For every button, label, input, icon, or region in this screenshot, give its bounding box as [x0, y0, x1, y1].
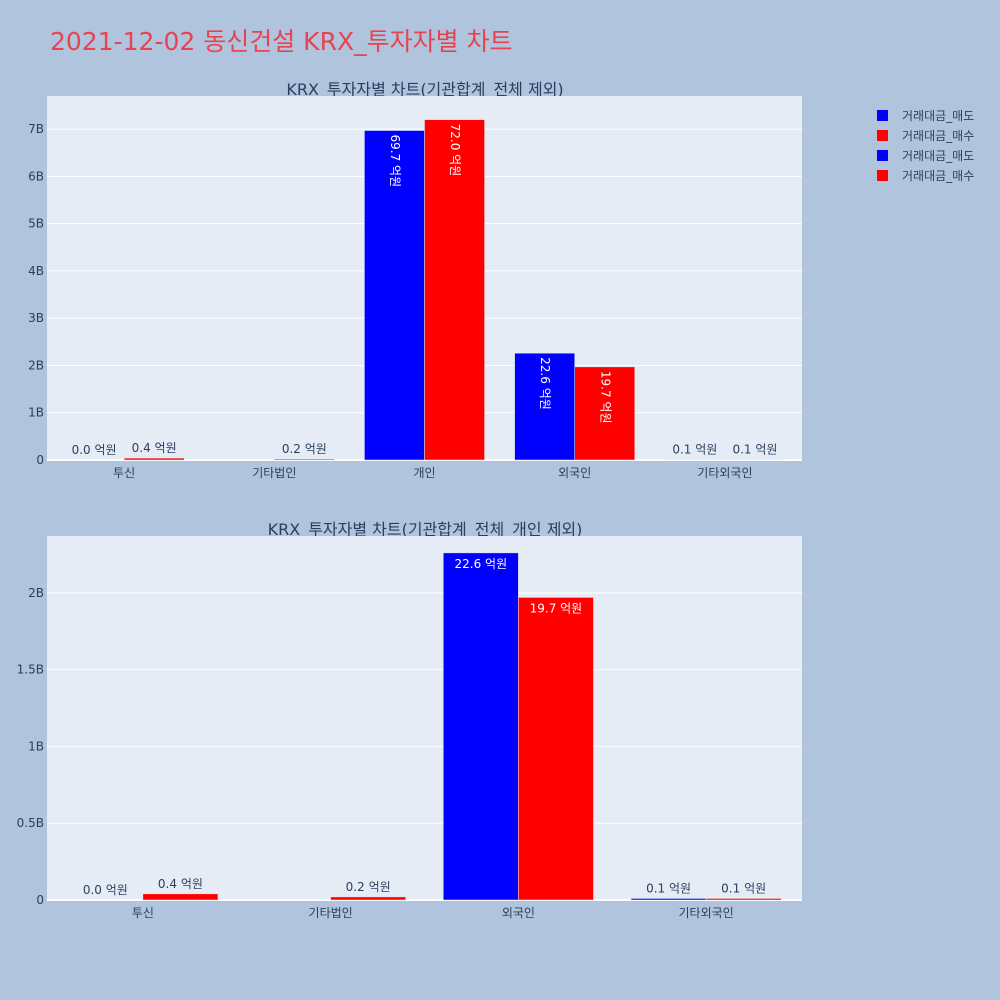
data-label: 0.4 억원 — [158, 877, 203, 891]
data-label: 0.1 억원 — [732, 443, 777, 457]
legend-label[interactable]: 거래대금_매도 — [902, 109, 974, 123]
y-tick-label: 1B — [28, 406, 44, 420]
y-tick-label: 3B — [28, 311, 44, 325]
x-tick-label: 기타외국인 — [679, 906, 734, 920]
data-label: 72.0 억원 — [448, 124, 462, 177]
bar-sell[interactable] — [630, 898, 707, 901]
data-label: 0.1 억원 — [721, 881, 766, 895]
y-tick-label: 2B — [28, 586, 44, 600]
data-label: 19.7 억원 — [598, 371, 612, 424]
legend-label[interactable]: 거래대금_매수 — [902, 169, 974, 183]
data-label: 0.0 억원 — [83, 883, 128, 897]
legend-swatch[interactable] — [877, 150, 888, 161]
y-tick-label: 5B — [28, 217, 44, 231]
y-tick-label: 6B — [28, 169, 44, 183]
x-tick-label: 기타법인 — [252, 466, 296, 480]
data-label: 0.2 억원 — [282, 442, 327, 456]
bar-buy[interactable] — [705, 898, 782, 901]
x-tick-label: 기타외국인 — [697, 466, 752, 480]
legend-label[interactable]: 거래대금_매수 — [902, 129, 974, 143]
bar-buy[interactable] — [330, 896, 406, 901]
legend-swatch[interactable] — [877, 110, 888, 121]
data-label: 0.4 억원 — [132, 441, 177, 455]
y-tick-label: 2B — [28, 358, 44, 372]
legend-swatch[interactable] — [877, 170, 888, 181]
x-tick-label: 외국인 — [502, 906, 535, 920]
bar-buy[interactable] — [518, 597, 594, 901]
x-tick-label: 투신 — [132, 906, 154, 920]
x-tick-label: 외국인 — [558, 466, 591, 480]
legend-label[interactable]: 거래대금_매도 — [902, 149, 974, 163]
data-label: 0.1 억원 — [672, 443, 717, 457]
data-label: 0.2 억원 — [346, 880, 391, 894]
bar-sell[interactable] — [364, 130, 425, 461]
bar-buy[interactable] — [142, 893, 219, 901]
y-tick-label: 0 — [36, 453, 44, 467]
data-label: 19.7 억원 — [530, 601, 583, 615]
bar-sell[interactable] — [514, 352, 575, 461]
x-tick-label: 개인 — [413, 466, 435, 480]
bar-buy[interactable] — [574, 366, 636, 461]
plot-area — [47, 536, 802, 900]
y-tick-label: 0 — [36, 893, 44, 907]
page-title: 2021-12-02 동신건설 KRX_투자자별 차트 — [50, 27, 513, 56]
data-label: 22.6 억원 — [538, 357, 552, 410]
y-tick-label: 1B — [28, 739, 44, 753]
data-label: 22.6 억원 — [455, 557, 508, 571]
chart-2-title: KRX_투자자별 차트(기관합계_전체_개인 제외) — [268, 520, 583, 540]
bar-sell[interactable] — [443, 552, 519, 901]
x-tick-label: 투신 — [113, 466, 135, 480]
data-label: 69.7 억원 — [388, 135, 402, 188]
chart-1-title: KRX_투자자별 차트(기관합계_전체 제외) — [286, 80, 563, 100]
data-label: 0.1 억원 — [646, 881, 691, 895]
x-tick-label: 기타법인 — [309, 906, 353, 920]
y-tick-label: 1.5B — [17, 663, 44, 677]
y-tick-label: 4B — [28, 264, 44, 278]
bar-buy[interactable] — [424, 119, 485, 461]
y-tick-label: 7B — [28, 122, 44, 136]
bar-buy[interactable] — [123, 457, 185, 461]
y-tick-label: 0.5B — [17, 816, 44, 830]
data-label: 0.0 억원 — [72, 443, 117, 457]
bar-buy[interactable] — [274, 458, 335, 461]
legend-swatch[interactable] — [877, 130, 888, 141]
